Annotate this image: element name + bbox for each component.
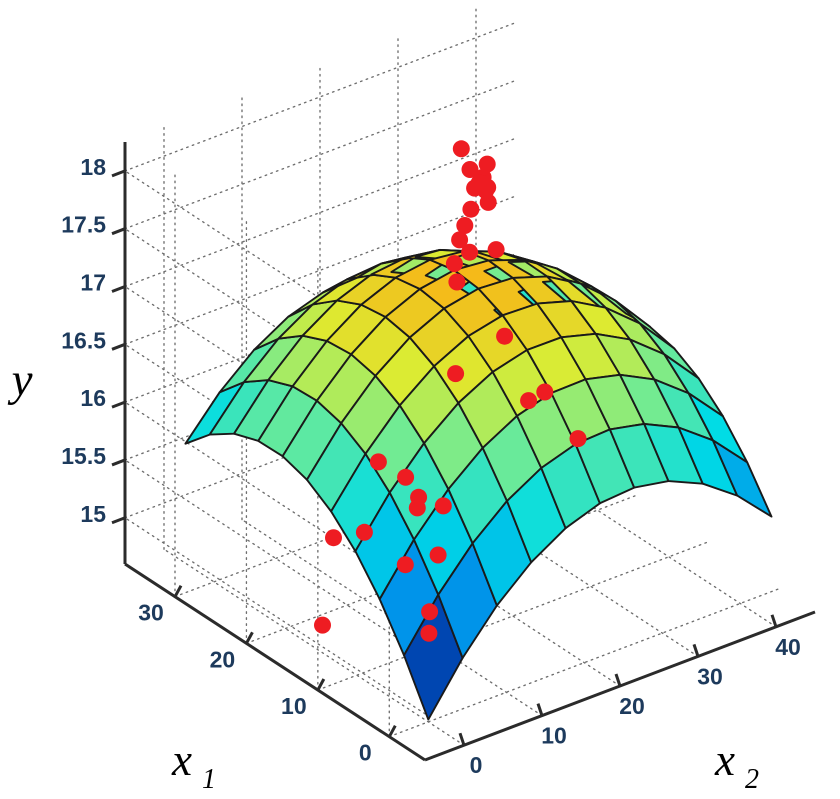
scatter-point: [448, 273, 466, 291]
tick-label: 17: [80, 270, 106, 296]
scatter-point: [434, 497, 452, 515]
svg-text:x: x: [714, 735, 735, 785]
grid-line: [319, 489, 621, 687]
axis-tick: [245, 631, 254, 645]
grid-line: [124, 459, 426, 657]
tick-label: 10: [541, 723, 567, 749]
scatter-point: [314, 616, 331, 634]
tick-label: 20: [210, 646, 236, 672]
scatter-point: [536, 383, 554, 401]
scatter-point: [355, 523, 373, 541]
axis-tick: [111, 400, 126, 409]
axis-tick: [111, 516, 126, 525]
scatter-point: [325, 529, 342, 547]
axis-tick: [614, 673, 622, 687]
tick-label: 0: [359, 740, 372, 766]
grid-line: [163, 548, 465, 746]
scatter-point: [410, 488, 428, 506]
grid-line: [124, 22, 516, 172]
axis-tick: [111, 285, 126, 293]
x2-axis-title: x 2: [714, 735, 759, 795]
tick-label: 17.5: [61, 212, 106, 238]
axis-tick: [387, 724, 397, 738]
scatter-point: [461, 161, 479, 178]
tick-label: 0: [470, 752, 483, 778]
grid-line: [388, 587, 780, 738]
tick-labels: 15 15.5 16 16.5 17 17.5 18 0 10 20 30 0 10 20 30 40: [61, 154, 801, 778]
scatter-point: [496, 327, 514, 345]
scatter-point: [397, 468, 415, 486]
tick-label: 10: [281, 693, 307, 719]
scatter-point: [445, 255, 463, 273]
grid-line: [124, 80, 516, 230]
axis-tick: [111, 342, 126, 351]
scatter-point: [451, 231, 469, 249]
tick-label: 15: [80, 501, 106, 527]
tick-label: 15.5: [61, 443, 106, 469]
scatter-point: [461, 243, 479, 261]
axis-tick: [111, 169, 126, 178]
grid-line: [124, 137, 516, 288]
axis-tick: [536, 703, 544, 717]
scatter-point: [420, 624, 438, 642]
scatter-point: [447, 365, 465, 383]
axis-tick: [458, 732, 466, 746]
scatter-point: [396, 556, 414, 574]
svg-text:x: x: [171, 735, 192, 785]
scatter-point: [462, 200, 480, 218]
tick-label: 40: [775, 634, 801, 660]
scatter-point: [487, 241, 505, 259]
tick-label: 18: [80, 154, 106, 180]
scatter-point: [520, 392, 538, 410]
scatter-point: [369, 453, 387, 471]
grid-line: [397, 459, 699, 658]
scatter-point: [452, 140, 470, 158]
axis-tick: [111, 227, 126, 236]
grid-line: [317, 541, 709, 691]
axis-tick: [111, 458, 126, 467]
scatter-point: [429, 546, 447, 564]
surface-mesh: [184, 248, 773, 721]
grid-line: [475, 430, 777, 628]
tick-label: 20: [619, 693, 645, 719]
scatter-point: [478, 155, 496, 173]
scatter-points: [314, 140, 587, 642]
tick-label: 16.5: [61, 327, 106, 353]
tick-label: 30: [697, 663, 723, 689]
axis-tick: [173, 584, 183, 598]
surface-facet: [711, 439, 773, 518]
axis-tick: [692, 643, 700, 657]
grid-line: [124, 517, 426, 715]
x1-axis-title: x 1: [171, 735, 216, 795]
scatter-point: [569, 430, 587, 448]
scatter-point: [479, 178, 497, 196]
svg-text:1: 1: [202, 764, 216, 795]
grid-line: [241, 518, 543, 717]
axis-tick: [770, 614, 778, 628]
axis-ticks: [111, 169, 778, 746]
axis-tick: [316, 678, 326, 691]
tick-label: 30: [138, 600, 164, 626]
tick-label: 16: [80, 385, 106, 411]
y-axis-title: y: [8, 354, 33, 406]
scatter-point: [421, 603, 439, 621]
grid-line: [124, 195, 516, 346]
svg-text:2: 2: [745, 764, 759, 795]
scatter-point: [456, 217, 474, 234]
